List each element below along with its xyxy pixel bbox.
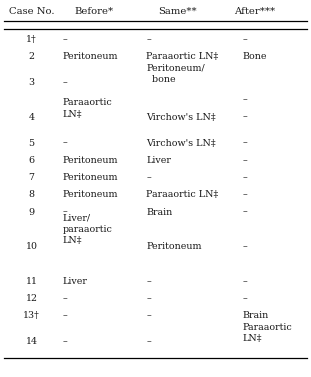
Text: –: – [242,35,247,44]
Text: Brain: Brain [146,208,173,217]
Text: –: – [63,337,67,346]
Text: –: – [63,311,67,320]
Text: 13†: 13† [23,311,40,320]
Text: Paraaortic LN‡: Paraaortic LN‡ [146,52,218,61]
Text: –: – [146,294,151,303]
Text: Bone: Bone [242,52,267,61]
Text: –: – [242,139,247,147]
Text: –: – [146,277,151,286]
Text: Liver/
paraaortic
LN‡: Liver/ paraaortic LN‡ [63,214,113,245]
Text: –: – [242,294,247,303]
Text: 5: 5 [29,139,35,147]
Text: –: – [242,156,247,165]
Text: Peritoneum: Peritoneum [63,52,118,61]
Text: Peritoneum: Peritoneum [63,156,118,165]
Text: Virchow's LN‡: Virchow's LN‡ [146,139,216,147]
Text: 12: 12 [26,294,38,303]
Text: Brain: Brain [242,311,268,320]
Text: 9: 9 [29,208,35,217]
Text: 14: 14 [26,337,38,346]
Text: 4: 4 [29,113,35,122]
Text: –: – [63,35,67,44]
Text: Peritoneum/
  bone: Peritoneum/ bone [146,64,205,84]
Text: Peritoneum: Peritoneum [63,190,118,199]
Text: 10: 10 [26,242,38,251]
Text: Peritoneum: Peritoneum [146,242,202,251]
Text: 7: 7 [29,173,35,182]
Text: –: – [146,311,151,320]
Text: –: – [242,242,247,251]
Text: After***: After*** [234,7,275,16]
Text: –: – [242,95,247,104]
Text: Liver: Liver [63,277,87,286]
Text: 3: 3 [29,78,35,87]
Text: Before*: Before* [74,7,113,16]
Text: –: – [242,113,247,122]
Text: –: – [146,35,151,44]
Text: –: – [63,208,67,217]
Text: 1†: 1† [26,35,37,44]
Text: –: – [146,337,151,346]
Text: –: – [63,78,67,87]
Text: –: – [242,208,247,217]
Text: 8: 8 [29,190,35,199]
Text: Liver: Liver [146,156,171,165]
Text: –: – [242,173,247,182]
Text: –: – [242,277,247,286]
Text: Same**: Same** [158,7,197,16]
Text: –: – [63,294,67,303]
Text: Virchow's LN‡: Virchow's LN‡ [146,113,216,122]
Text: Peritoneum: Peritoneum [63,173,118,182]
Text: Paraaortic
LN‡: Paraaortic LN‡ [63,98,112,118]
Text: –: – [63,139,67,147]
Text: 2: 2 [29,52,35,61]
Text: 11: 11 [26,277,38,286]
Text: Paraaortic LN‡: Paraaortic LN‡ [146,190,218,199]
Text: Case No.: Case No. [9,7,54,16]
Text: –: – [242,190,247,199]
Text: 6: 6 [29,156,35,165]
Text: –: – [146,173,151,182]
Text: Paraaortic
LN‡: Paraaortic LN‡ [242,323,292,343]
